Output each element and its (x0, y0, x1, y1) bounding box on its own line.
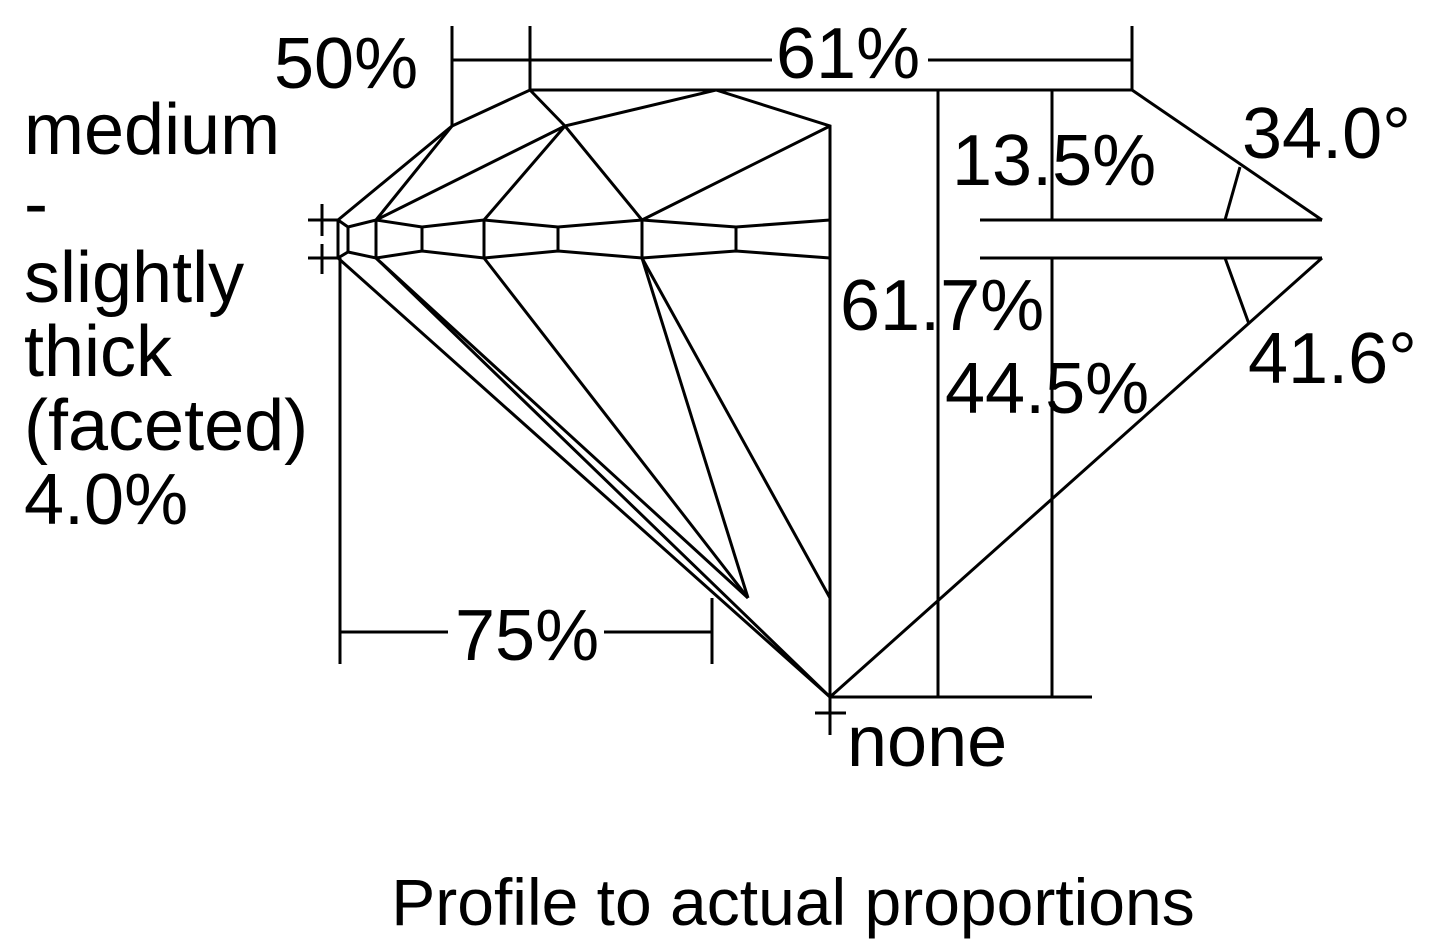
girdle-line: (faceted) (24, 386, 308, 466)
table-label: 61% (776, 14, 920, 94)
girdle-description: medium - slightly thick (faceted) 4.0% (24, 90, 308, 540)
culet-label: none (847, 702, 1007, 782)
girdle-line: thick (24, 312, 173, 392)
diagram-caption: Profile to actual proportions (391, 865, 1194, 939)
girdle-markers (308, 204, 846, 735)
crown-height-label: 13.5% (952, 121, 1156, 201)
total-depth-label: 61.7% (840, 266, 1044, 346)
star-length-label: 50% (274, 24, 418, 104)
girdle (336, 218, 832, 260)
girdle-line: - (24, 164, 48, 244)
profile-outline (530, 88, 1323, 699)
lower-half-label: 75% (455, 596, 599, 676)
pavilion-depth-label: 44.5% (945, 349, 1149, 429)
dimension-lines (338, 26, 1134, 664)
crown-angle-label: 34.0° (1242, 94, 1411, 174)
girdle-line: medium (24, 90, 280, 170)
girdle-line: 4.0% (24, 460, 188, 540)
pavilion-facets (337, 256, 832, 699)
pavilion-angle-label: 41.6° (1248, 319, 1417, 399)
girdle-line: slightly (24, 238, 244, 318)
crown-facets (337, 88, 832, 222)
